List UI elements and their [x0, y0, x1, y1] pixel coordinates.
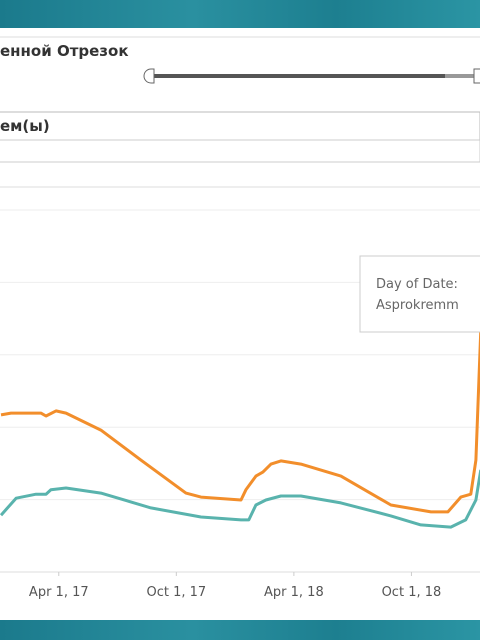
dropdown-label: ем(ы)	[0, 117, 50, 135]
filter-box[interactable]	[0, 139, 480, 163]
series-line	[0, 329, 480, 514]
tooltip-line: Asprokremm	[376, 298, 459, 313]
footer-band	[0, 620, 480, 640]
series-line	[0, 469, 480, 529]
slider-handle-right[interactable]	[473, 68, 480, 84]
header-band	[0, 0, 480, 28]
slider-handle-left[interactable]	[143, 68, 155, 84]
x-tick-label: Oct 1, 18	[382, 585, 442, 600]
x-tick-label: Oct 1, 17	[146, 585, 206, 600]
x-tick-label: Apr 1, 18	[264, 585, 324, 600]
dropdown[interactable]	[0, 111, 480, 141]
tooltip-line: Day of Date:	[376, 277, 458, 292]
slider-title: енной Отрезок	[0, 42, 129, 60]
x-tick-label: Apr 1, 17	[29, 585, 89, 600]
plot: Apr 1, 17 Oct 1, 17 Apr 1, 18 Oct 1, 18	[0, 209, 480, 600]
tooltip	[359, 255, 480, 333]
